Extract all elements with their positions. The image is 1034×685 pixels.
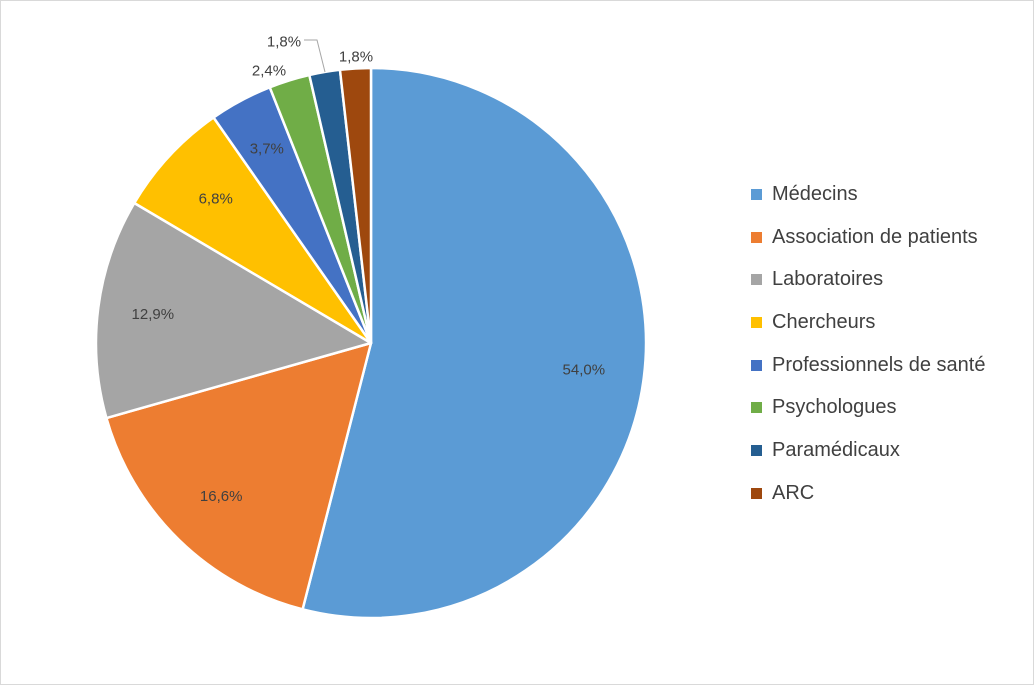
pie-slice-arc [338,66,373,345]
pie-slice-chercheurs [133,116,373,345]
pie-slice-medecins [301,66,648,620]
legend-item: Médecins [751,173,985,216]
legend-item: Paramédicaux [751,429,985,472]
legend-item: Chercheurs [751,301,985,344]
legend-swatch [751,316,762,328]
legend-swatch [751,487,762,499]
data-label: 54,0% [563,361,606,378]
data-label: 1,8% [339,49,373,66]
chart-legend: Médecins Association de patients Laboratoi… [751,173,985,515]
pie-slice-association-de-patients [105,341,373,611]
legend-label: Paramédicaux [772,438,900,461]
legend-item: Laboratoires [751,258,985,301]
legend-label: Médecins [772,182,858,205]
data-label: 16,6% [200,488,243,505]
data-label: 2,4% [252,63,286,80]
legend-label: Psychologues [772,396,897,419]
pie-slice-laboratoires [94,201,373,420]
data-label-leader-line [304,39,326,73]
legend-label: ARC [772,481,815,504]
legend-swatch [751,274,762,286]
data-label: 6,8% [199,191,233,208]
legend-label: Professionnels de santé [772,353,986,376]
legend-item: Association de patients [751,216,985,259]
legend-item: ARC [751,472,985,515]
legend-swatch [751,188,762,200]
legend-item: Professionnels de santé [751,344,985,387]
legend-label: Association de patients [772,225,978,248]
legend-swatch [751,444,762,456]
legend-swatch [751,231,762,243]
legend-label: Chercheurs [772,310,876,333]
data-label: 12,9% [132,306,175,323]
legend-label: Laboratoires [772,268,884,291]
legend-swatch [751,402,762,414]
legend-item: Psychologues [751,386,985,429]
legend-swatch [751,359,762,371]
data-label: 3,7% [250,141,284,158]
data-label: 1,8% [267,34,301,51]
